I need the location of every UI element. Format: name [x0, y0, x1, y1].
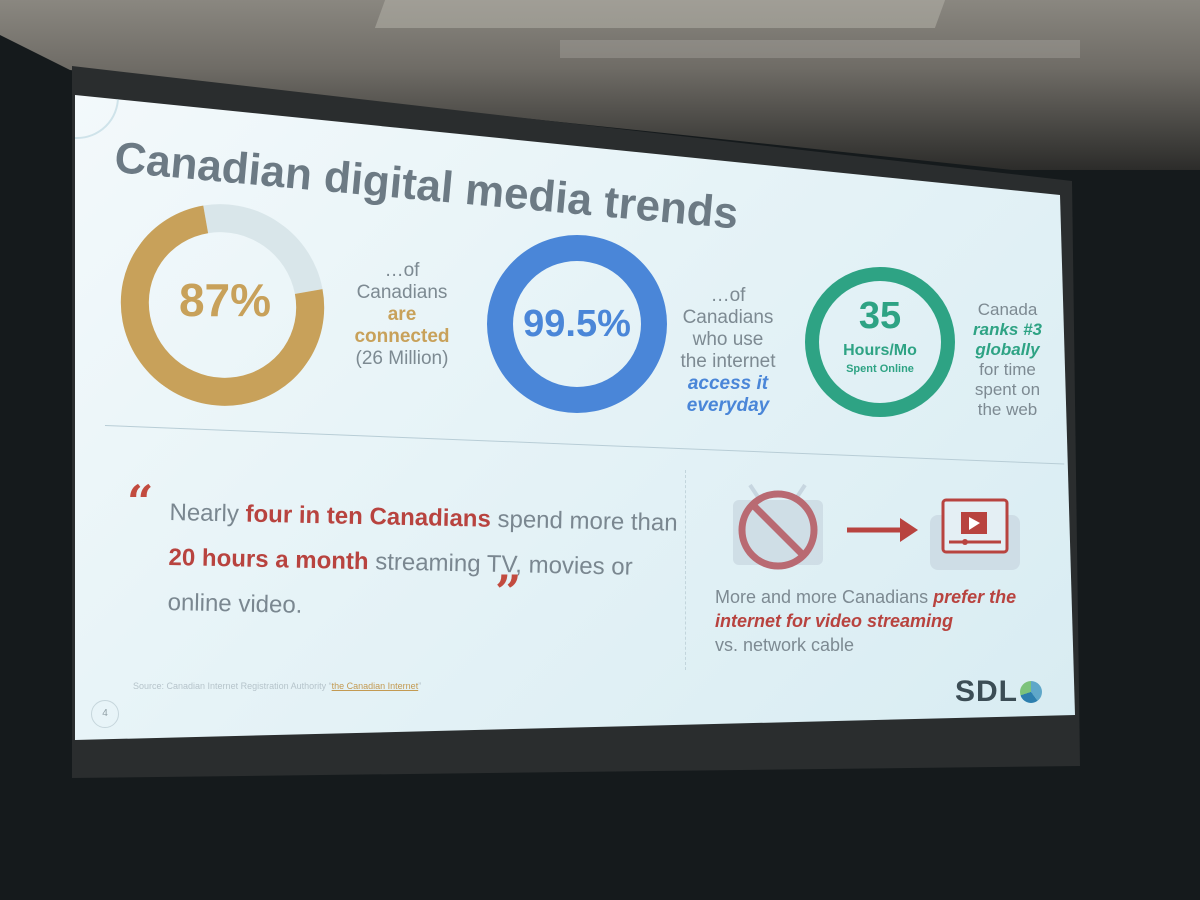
- no-tv-icon: [725, 480, 835, 575]
- sdl-logo: SDL: [955, 675, 1042, 709]
- quote-text: Nearly four in ten Canadians spend more …: [167, 498, 678, 619]
- ceiling-beam: [374, 0, 946, 28]
- source-link[interactable]: the Canadian Internet: [331, 681, 419, 691]
- close-quote-mark: ”: [495, 565, 522, 619]
- sdl-logo-mark-icon: [1020, 681, 1042, 703]
- ceiling-beam: [560, 40, 1080, 58]
- stat-value-unit: Hours/Mo: [843, 342, 917, 359]
- arrow-right-icon: [845, 515, 920, 545]
- section-divider: [104, 425, 1065, 465]
- stat-caption-hours-online: Canada ranks #3 globally for time spent …: [973, 300, 1042, 419]
- decorative-circle: [75, 95, 119, 139]
- stat-value-hours-online: 35: [858, 295, 902, 337]
- stat-caption-connected: …of Canadians are connected (26 Million): [354, 260, 450, 369]
- video-player-icon: [925, 490, 1025, 575]
- stat-value-daily-access: 99.5%: [523, 303, 631, 345]
- stat-value-unit-sub: Spent Online: [846, 363, 914, 375]
- source-citation: Source: Canadian Internet Registration A…: [133, 681, 422, 691]
- stat-value-connected: 87%: [178, 274, 272, 326]
- open-quote-mark: “: [127, 475, 154, 529]
- slide: Canadian digital media trends 87% …of Ca…: [75, 95, 1075, 740]
- page-number: 4: [91, 700, 119, 728]
- stat-caption-daily-access: …of Canadians who use the internet acces…: [680, 285, 776, 416]
- streaming-caption: More and more Canadians prefer the inter…: [715, 587, 1017, 655]
- vertical-divider: [685, 470, 687, 670]
